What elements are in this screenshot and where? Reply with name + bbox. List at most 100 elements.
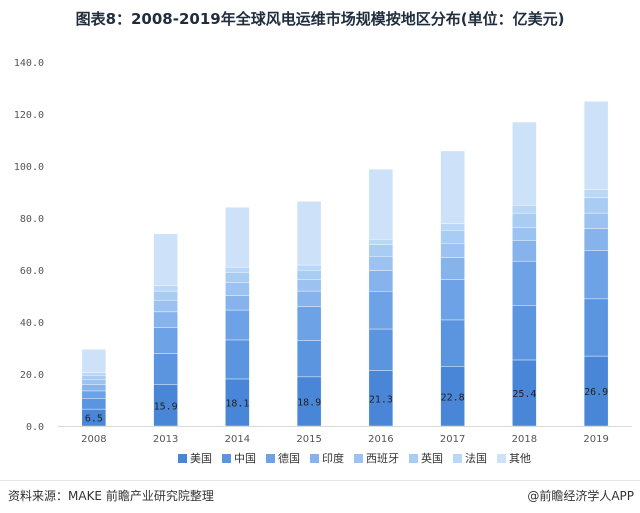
x-axis: 2008 2013 2014 2015 2016 2017 2018 2019 (58, 426, 632, 445)
bar-segment-2018-6 (512, 205, 537, 214)
bar-segment-2019-6 (583, 189, 609, 198)
legend-label: 西班牙 (366, 452, 399, 465)
bar-segment-2013-6 (153, 285, 178, 292)
bar-segment-2018-3 (512, 240, 537, 262)
bar-segment-2017-2 (440, 279, 465, 321)
legend-label: 英国 (421, 452, 443, 465)
bar-segment-2018-7 (512, 121, 537, 206)
legend: 美国 中国 德国 印度 西班牙 英国 法国 其他 (178, 449, 531, 467)
bar-segment-2015-4 (296, 279, 322, 292)
bar-segment-2016-3 (368, 270, 394, 292)
y-tick-label: 80.0 (20, 214, 44, 225)
legend-swatch (497, 453, 506, 463)
legend-item: 法国 (453, 450, 487, 466)
x-tick-label: 2018 (512, 434, 537, 445)
x-tick-label: 2008 (81, 434, 106, 445)
bar-segment-2018-4 (512, 227, 537, 241)
data-label: 22.8 (441, 392, 465, 403)
x-tick-label: 2016 (368, 434, 393, 445)
chart-title: 图表8：2008-2019年全球风电运维市场规模按地区分布(单位：亿美元) (75, 10, 565, 28)
bar-segment-2019-1 (583, 298, 609, 357)
legend-swatch (178, 453, 187, 463)
data-label: 21.3 (369, 394, 393, 405)
legend-item: 印度 (310, 450, 344, 466)
data-label: 25.4 (512, 389, 536, 400)
bar-segment-2016-1 (368, 328, 394, 371)
bar-segment-2016-4 (368, 256, 394, 271)
legend-label: 美国 (190, 452, 212, 465)
bar-segment-2017-7 (440, 150, 465, 224)
bar-segment-2015-3 (296, 290, 322, 307)
bar-segment-2019-7 (583, 101, 609, 190)
bar-segment-2015-5 (296, 270, 322, 280)
bar-segment-2008-1 (81, 398, 107, 410)
bar-segment-2017-4 (440, 243, 465, 258)
bar-segment-2014-4 (225, 282, 250, 296)
legend-item: 西班牙 (354, 450, 399, 466)
bar-segment-2015-7 (296, 201, 322, 266)
bar-segment-2015-6 (296, 264, 322, 271)
y-axis: 0.0 20.0 40.0 60.0 80.0 100.0 120.0 140.0 (14, 58, 44, 433)
legend-label: 法国 (465, 452, 487, 465)
bar-segment-2014-7 (225, 207, 250, 268)
legend-label: 其他 (509, 452, 531, 465)
bars (81, 101, 609, 427)
x-tick-label: 2019 (583, 434, 608, 445)
bar-segment-2013-5 (153, 290, 178, 301)
bar-segment-2015-2 (296, 306, 322, 341)
bar-segment-2014-0 (225, 378, 250, 427)
y-tick-label: 140.0 (14, 58, 44, 69)
data-label: 18.1 (225, 398, 249, 409)
bar-segment-2019-0 (583, 355, 609, 427)
legend-label: 德国 (278, 452, 300, 465)
bar-segment-2016-5 (368, 244, 394, 257)
legend-item: 美国 (178, 450, 212, 466)
bar-segment-2008-2 (81, 390, 107, 399)
y-tick-label: 100.0 (14, 162, 44, 173)
x-tick-label: 2014 (225, 434, 250, 445)
y-tick-label: 60.0 (20, 266, 44, 277)
bar-segment-2008-3 (81, 384, 107, 392)
bar-segment-2013-2 (153, 327, 178, 354)
bar-segment-2017-1 (440, 319, 465, 367)
bar-segment-2016-6 (368, 239, 394, 245)
bar-segment-2008-7 (81, 349, 107, 373)
brand-credit: @前瞻经济学人APP (527, 489, 634, 503)
legend-label: 印度 (322, 452, 344, 465)
bar-segment-2018-2 (512, 260, 537, 306)
legend-swatch (222, 453, 231, 463)
y-tick-label: 0.0 (26, 422, 44, 433)
bar-segment-2018-1 (512, 305, 537, 361)
x-tick-label: 2015 (296, 434, 321, 445)
y-tick-label: 20.0 (20, 370, 44, 381)
bar-segment-2017-3 (440, 257, 465, 280)
data-label: 6.5 (85, 414, 103, 425)
bar-segment-2019-3 (583, 228, 609, 251)
y-tick-label: 120.0 (14, 110, 44, 121)
bar-segment-2014-5 (225, 272, 250, 283)
bar-segment-2019-4 (583, 212, 609, 229)
data-label: 26.9 (584, 387, 608, 398)
bar-segment-2016-2 (368, 291, 394, 330)
legend-swatch (453, 453, 462, 463)
bar-segment-2017-5 (440, 230, 465, 244)
bar-segment-2016-7 (368, 168, 394, 240)
bar-segment-2014-2 (225, 309, 250, 341)
legend-item: 德国 (266, 450, 300, 466)
footer: 资料来源：MAKE 前瞻产业研究院整理 @前瞻经济学人APP (0, 480, 640, 513)
legend-item: 中国 (222, 450, 256, 466)
chart: 0.0 20.0 40.0 60.0 80.0 100.0 120.0 140.0 6.5 15… (14, 58, 632, 445)
legend-swatch (310, 453, 319, 463)
bar-segment-2014-3 (225, 295, 250, 311)
data-label: 15.9 (154, 401, 178, 412)
x-tick-label: 2013 (153, 434, 178, 445)
bar-segment-2019-2 (583, 250, 609, 300)
bar-segment-2008-6 (81, 372, 107, 376)
y-tick-label: 40.0 (20, 318, 44, 329)
bar-segment-2014-6 (225, 266, 250, 273)
bar-segment-2013-4 (153, 299, 178, 313)
legend-swatch (266, 453, 275, 463)
bar-segment-2008-5 (81, 375, 107, 380)
bar-segment-2013-3 (153, 311, 178, 328)
data-label: 18.9 (297, 397, 321, 408)
